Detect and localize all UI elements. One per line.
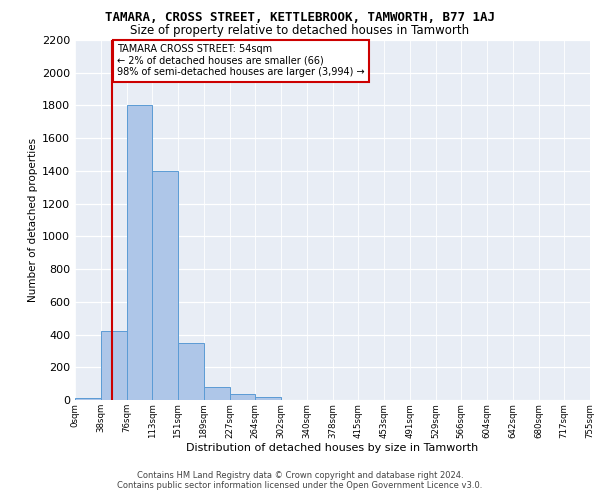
Text: Size of property relative to detached houses in Tamworth: Size of property relative to detached ho… <box>130 24 470 37</box>
Bar <box>230 394 255 400</box>
Text: TAMARA CROSS STREET: 54sqm
← 2% of detached houses are smaller (66)
98% of semi-: TAMARA CROSS STREET: 54sqm ← 2% of detac… <box>117 44 365 78</box>
X-axis label: Distribution of detached houses by size in Tamworth: Distribution of detached houses by size … <box>186 443 479 453</box>
Bar <box>204 387 230 400</box>
Text: Contains HM Land Registry data © Crown copyright and database right 2024.: Contains HM Land Registry data © Crown c… <box>137 472 463 480</box>
Bar <box>75 398 101 400</box>
Text: Contains public sector information licensed under the Open Government Licence v3: Contains public sector information licen… <box>118 480 482 490</box>
Bar <box>152 171 178 400</box>
Bar <box>178 342 204 400</box>
Text: TAMARA, CROSS STREET, KETTLEBROOK, TAMWORTH, B77 1AJ: TAMARA, CROSS STREET, KETTLEBROOK, TAMWO… <box>105 11 495 24</box>
Y-axis label: Number of detached properties: Number of detached properties <box>28 138 38 302</box>
Bar <box>127 106 152 400</box>
Bar <box>101 332 127 400</box>
Bar <box>255 396 281 400</box>
